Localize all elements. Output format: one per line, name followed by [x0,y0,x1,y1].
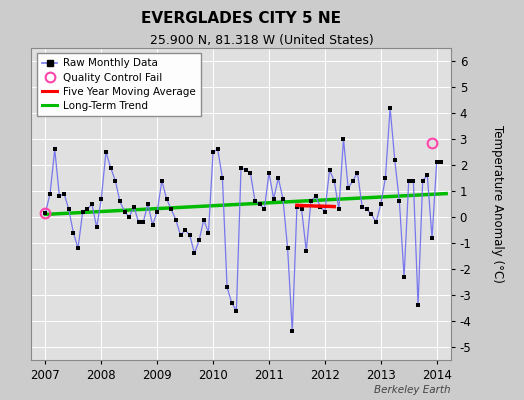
Text: Berkeley Earth: Berkeley Earth [374,385,451,395]
Y-axis label: Temperature Anomaly (°C): Temperature Anomaly (°C) [491,125,504,283]
Text: 25.900 N, 81.318 W (United States): 25.900 N, 81.318 W (United States) [150,34,374,47]
Legend: Raw Monthly Data, Quality Control Fail, Five Year Moving Average, Long-Term Tren: Raw Monthly Data, Quality Control Fail, … [37,53,201,116]
Title: EVERGLADES CITY 5 NE: EVERGLADES CITY 5 NE [141,11,341,26]
